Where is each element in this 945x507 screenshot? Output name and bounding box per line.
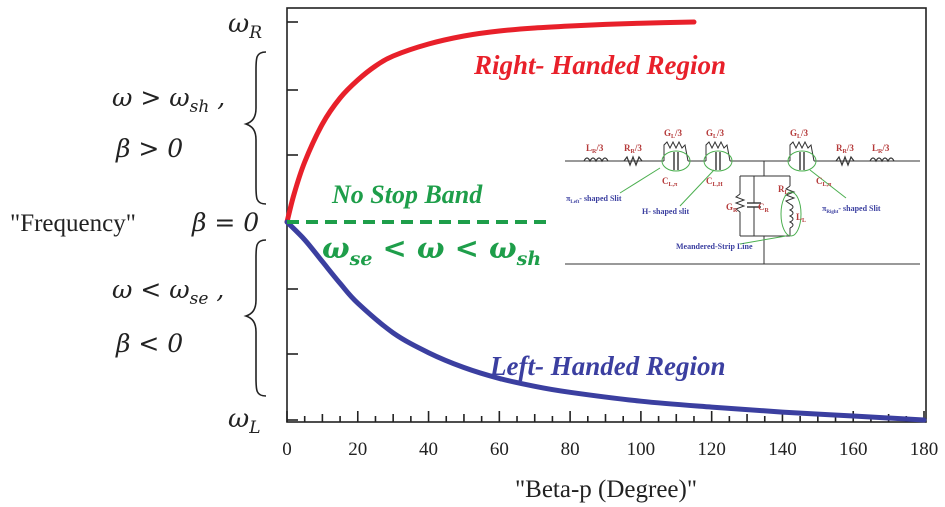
x-axis-tick-labels: 0 20 40 60 80 100 120 140 160 180 <box>282 439 938 460</box>
inductor-right <box>869 157 895 163</box>
lower-brace <box>243 239 267 397</box>
label-gl3-3: GL/3 <box>790 128 809 140</box>
y-axis-ticks <box>287 21 298 421</box>
label-cl-pi-right: CL,π <box>816 176 832 188</box>
no-stop-band-label: No Stop Band <box>331 180 483 209</box>
label-ll: LL <box>796 212 806 224</box>
resistor-right <box>835 155 855 167</box>
label-cl-h: CL,H <box>706 176 723 188</box>
label-meandered-strip: Meandered-Strip Line <box>676 242 753 251</box>
x-tick-label: 0 <box>282 439 292 460</box>
label-gl3-2: GL/3 <box>706 128 725 140</box>
left-handed-region-label: Left- Handed Region <box>489 351 725 381</box>
x-tick-label: 60 <box>490 439 509 460</box>
resistor-left <box>623 155 643 167</box>
lower-condition-line1: ω < ωse , <box>112 275 224 309</box>
label-cr: CR <box>758 202 770 214</box>
label-rl: RL <box>778 184 789 196</box>
x-tick-label: 140 <box>768 439 797 460</box>
label-cl-pi-left: CL,π <box>662 176 678 188</box>
lower-condition-line2: β < 0 <box>115 329 183 358</box>
x-tick-label: 20 <box>348 439 367 460</box>
y-label-omega-r: ωR <box>228 9 262 43</box>
x-tick-label: 80 <box>561 439 580 460</box>
inset-circuit: LR/3 RR/3 GL/3 GL/3 GL/3 RR/3 LR/3 CL,π … <box>563 126 925 268</box>
x-tick-label: 160 <box>839 439 868 460</box>
upper-brace <box>243 51 267 205</box>
y-label-omega-l: ωL <box>228 404 261 438</box>
x-axis-label: "Beta-p (Degree)" <box>515 476 697 503</box>
upper-condition-line1: ω > ωsh , <box>112 83 225 117</box>
label-gl3-1: GL/3 <box>664 128 683 140</box>
y-label-beta-zero: β = 0 <box>191 208 259 237</box>
label-lr3-left: LR/3 <box>586 143 604 155</box>
label-gr: GR <box>726 202 738 214</box>
no-stop-band-condition: ωse < ω < ωsh <box>322 231 541 270</box>
x-tick-label: 100 <box>627 439 656 460</box>
label-pi-left-slit: πLeft- shaped Slit <box>566 194 622 205</box>
x-tick-label: 180 <box>910 439 939 460</box>
series-line-right-handed <box>284 19 697 225</box>
label-lr3-right: LR/3 <box>872 143 890 155</box>
label-h-slit: H- shaped slit <box>642 207 689 216</box>
inset-background <box>563 126 925 268</box>
y-label-frequency: "Frequency" <box>10 210 136 237</box>
x-tick-label: 40 <box>419 439 438 460</box>
label-rr3-left: RR/3 <box>624 143 642 155</box>
series-line-left-handed <box>284 219 927 423</box>
inductor-left <box>583 157 609 163</box>
label-pi-right-slit: πRight- shaped Slit <box>822 204 881 215</box>
right-handed-region-label: Right- Handed Region <box>473 50 726 80</box>
label-rr3-right: RR/3 <box>836 143 854 155</box>
upper-condition-line2: β > 0 <box>115 134 183 163</box>
x-tick-label: 120 <box>697 439 726 460</box>
